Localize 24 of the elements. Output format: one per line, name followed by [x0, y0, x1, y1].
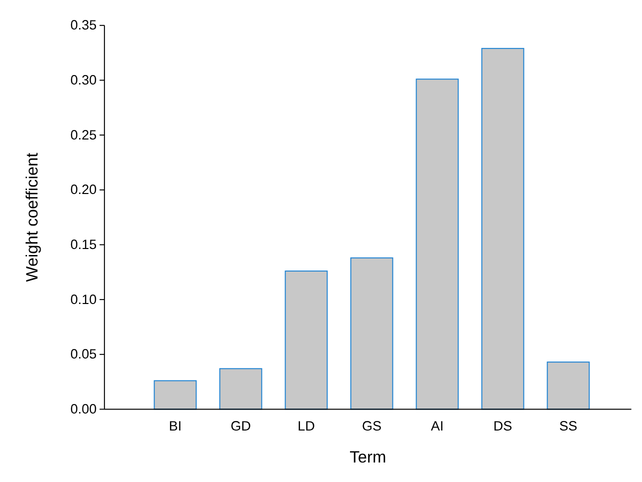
y-tick-label: 0.35: [70, 18, 97, 33]
x-tick-label: GS: [362, 418, 382, 434]
y-tick-label: 0.30: [70, 72, 97, 88]
bar: [350, 257, 394, 410]
x-axis-title: Term: [350, 448, 386, 466]
y-tick-label: 0.05: [70, 346, 97, 362]
y-tick-label: 0.15: [70, 237, 97, 252]
x-tick-label: LD: [298, 418, 316, 434]
y-tick-label: 0.00: [70, 402, 97, 417]
bar: [154, 380, 197, 410]
x-tick-label: AI: [430, 418, 444, 434]
bar: [284, 270, 328, 410]
x-tick-label: BI: [168, 418, 182, 434]
y-axis-title: Weight coefficient: [24, 152, 42, 282]
y-tick-label: 0.25: [70, 127, 97, 142]
x-tick-label: SS: [559, 418, 578, 434]
bar: [481, 48, 524, 410]
x-tick-label: DS: [493, 418, 512, 434]
bar: [546, 362, 590, 410]
bar: [416, 78, 459, 410]
x-tick-label: GD: [230, 418, 252, 434]
y-tick-label: 0.10: [70, 292, 97, 307]
bar: [219, 368, 262, 410]
y-tick-label: 0.20: [70, 182, 97, 198]
